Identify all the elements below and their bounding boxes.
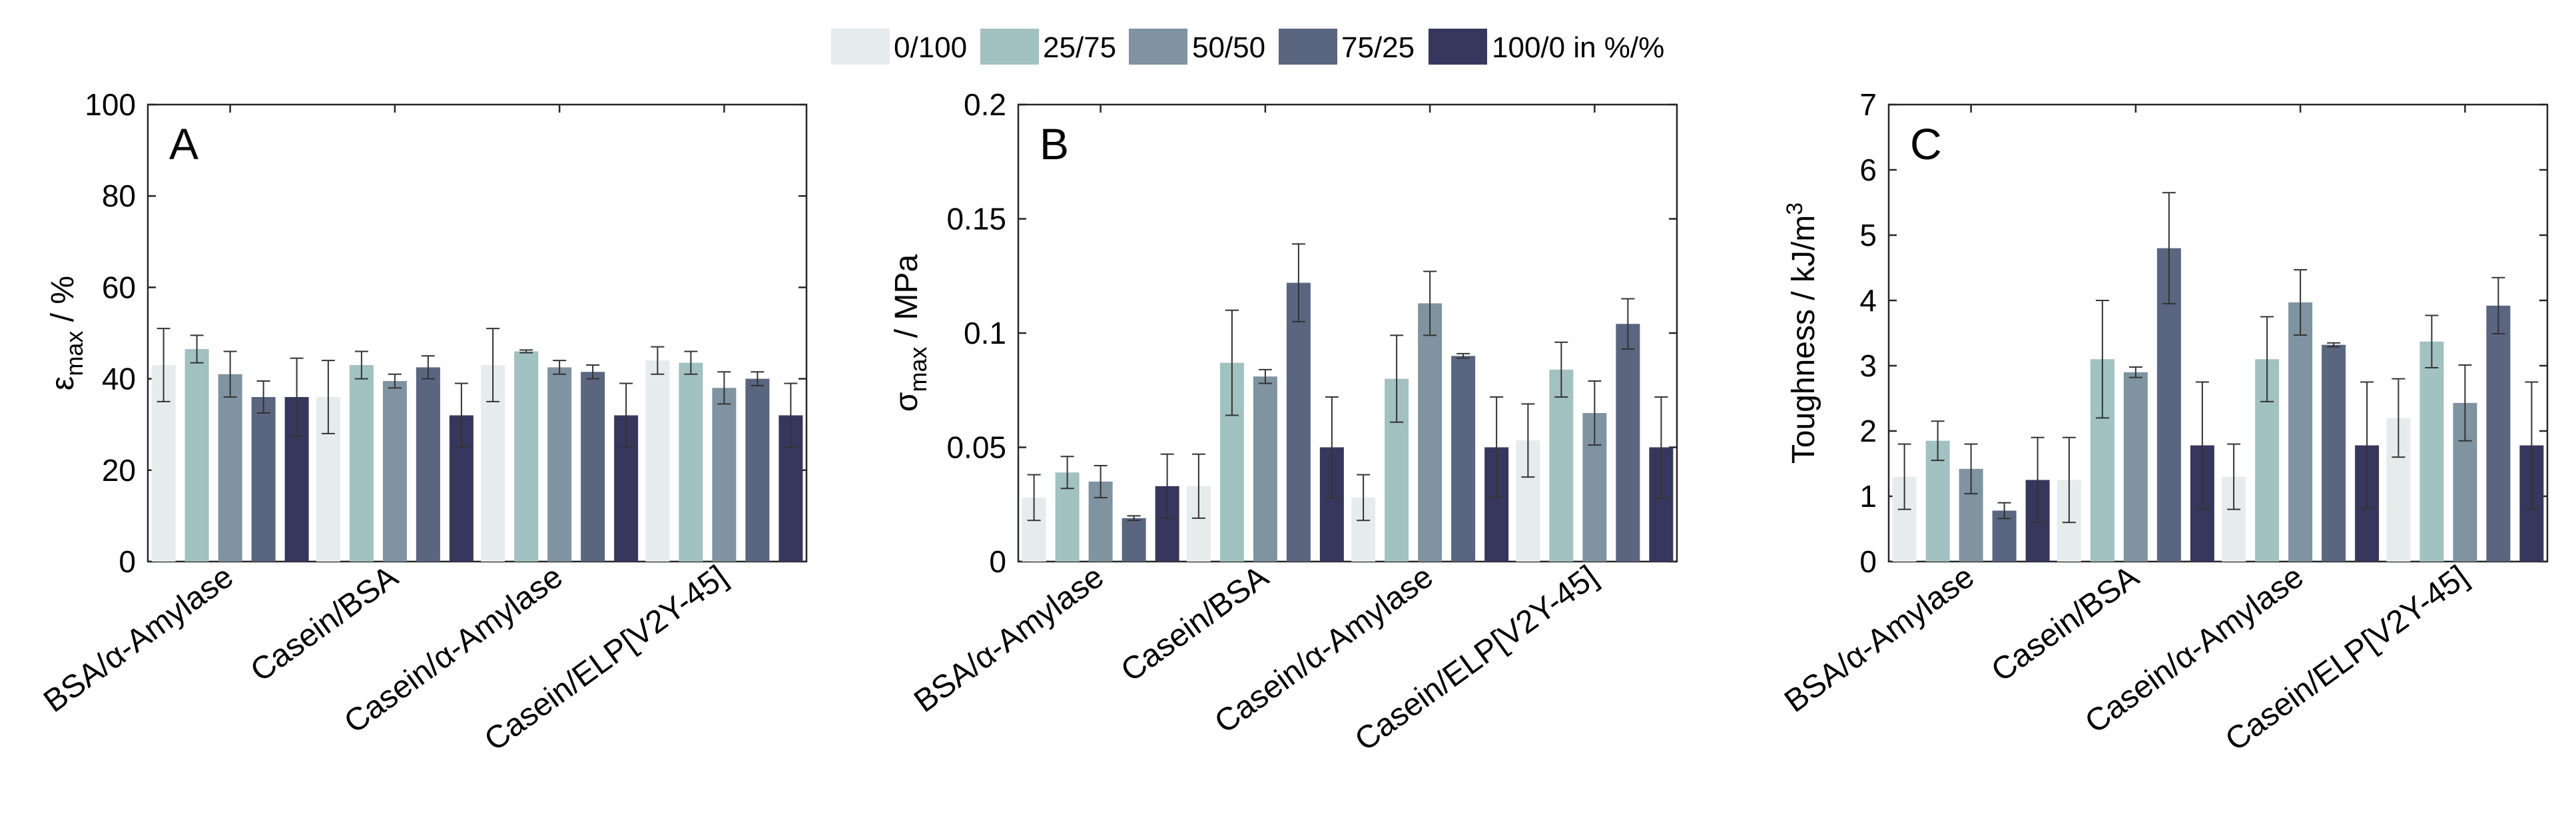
- legend-label-75-25: 75/25: [1341, 31, 1415, 64]
- bar-casein-elp-v2y-45-75-25: [745, 378, 770, 562]
- y-tick-label: 100: [85, 87, 136, 122]
- panel-letter: B: [1040, 119, 1069, 169]
- x-tick-label: BSA/α-Amylase: [1778, 559, 1981, 719]
- legend: 0/100 25/75 50/50 75/25 100/0 in %/%: [831, 29, 1664, 65]
- legend-swatch-25-75: [980, 29, 1039, 65]
- legend-label-50-50: 50/50: [1192, 31, 1265, 64]
- bar-casein-bsa-75-25: [1286, 282, 1311, 562]
- bar-casein-amylase-75-25: [2322, 344, 2346, 562]
- x-tick-label: Casein/BSA: [1985, 559, 2146, 689]
- x-tick-label: Casein/BSA: [244, 559, 405, 689]
- bar-casein-elp-v2y-45-75-25: [1616, 324, 1640, 562]
- y-axis-label: σmax / MPa: [889, 254, 932, 412]
- legend-swatch-75-25: [1279, 29, 1337, 65]
- bar-bsa-amylase-75-25: [251, 397, 276, 562]
- bar-casein-elp-v2y-45-25-75: [2419, 341, 2444, 562]
- bar-casein-bsa-50-50: [1253, 376, 1277, 562]
- bar-casein-amylase-25-75: [514, 351, 539, 562]
- y-tick-label: 1: [1859, 479, 1877, 514]
- legend-label-0-100: 0/100: [894, 31, 967, 64]
- y-label-sup: 3: [1782, 203, 1807, 215]
- y-tick-label: 2: [1859, 414, 1877, 448]
- bar-casein-bsa-50-50: [2123, 372, 2148, 562]
- y-tick-label: 7: [1859, 87, 1877, 122]
- bar-casein-amylase-75-25: [1451, 356, 1476, 562]
- axes-box: [1887, 103, 2549, 563]
- y-tick-label: 4: [1859, 283, 1877, 318]
- bar-casein-amylase-50-50: [547, 367, 572, 562]
- y-tick-label: 60: [102, 270, 136, 304]
- panel-letter: A: [169, 119, 198, 169]
- x-tick-label: BSA/α-Amylase: [37, 559, 240, 719]
- x-tick-label: Casein/BSA: [1115, 559, 1275, 689]
- y-tick-label: 5: [1859, 218, 1877, 252]
- bar-casein-elp-v2y-45-75-25: [2486, 305, 2511, 562]
- bar-casein-bsa-50-50: [382, 381, 407, 562]
- bar-casein-amylase-50-50: [2288, 302, 2313, 562]
- bar-casein-amylase-50-50: [1418, 303, 1443, 562]
- y-tick-label: 3: [1859, 348, 1877, 383]
- y-label-main: ε: [45, 376, 81, 390]
- legend-label-100-0-in: 100/0 in %/%: [1492, 31, 1664, 64]
- y-label-rest: / %: [45, 276, 81, 331]
- y-tick-label: 0.1: [964, 316, 1006, 350]
- bar-casein-bsa-25-75: [349, 365, 374, 562]
- y-label-main: σ: [889, 392, 924, 412]
- bar-bsa-amylase-50-50: [218, 374, 242, 562]
- legend-swatch-100-0-in: [1429, 29, 1487, 65]
- bar-casein-elp-v2y-45-25-75: [1549, 369, 1574, 562]
- axes-box: [147, 103, 808, 563]
- y-label-sub: max: [61, 331, 88, 376]
- bar-casein-amylase-75-25: [581, 372, 605, 562]
- y-label-sub: max: [904, 347, 932, 392]
- legend-swatch-0-100: [831, 29, 890, 65]
- bar-casein-bsa-75-25: [416, 367, 440, 562]
- y-tick-label: 6: [1859, 153, 1877, 187]
- x-tick-label: BSA/α-Amylase: [908, 559, 1110, 719]
- bar-casein-elp-v2y-45-25-75: [679, 362, 703, 562]
- y-tick-label: 0.15: [946, 202, 1006, 236]
- y-tick-label: 20: [102, 453, 136, 488]
- y-axis-label: εmax / %: [45, 276, 88, 390]
- panel-letter: C: [1910, 119, 1942, 169]
- y-tick-label: 40: [102, 362, 136, 396]
- y-tick-label: 0: [119, 544, 136, 579]
- axes-box: [1017, 103, 1678, 563]
- y-tick-label: 0: [989, 544, 1006, 579]
- y-axis-label: Toughness / kJ/m3: [1782, 203, 1821, 464]
- y-tick-label: 0.2: [964, 87, 1006, 122]
- bar-bsa-amylase-25-75: [184, 349, 209, 562]
- bar-bsa-amylase-75-25: [1122, 518, 1146, 562]
- y-label-main: Toughness / kJ/m: [1786, 215, 1821, 464]
- y-tick-label: 0: [1859, 544, 1877, 579]
- y-tick-label: 80: [102, 179, 136, 213]
- legend-swatch-50-50: [1129, 29, 1187, 65]
- legend-label-25-75: 25/75: [1043, 31, 1116, 64]
- y-label-rest: / MPa: [889, 254, 924, 347]
- bar-casein-elp-v2y-45-0-100: [645, 360, 670, 562]
- y-tick-label: 0.05: [946, 430, 1006, 465]
- bar-casein-elp-v2y-45-50-50: [712, 388, 737, 562]
